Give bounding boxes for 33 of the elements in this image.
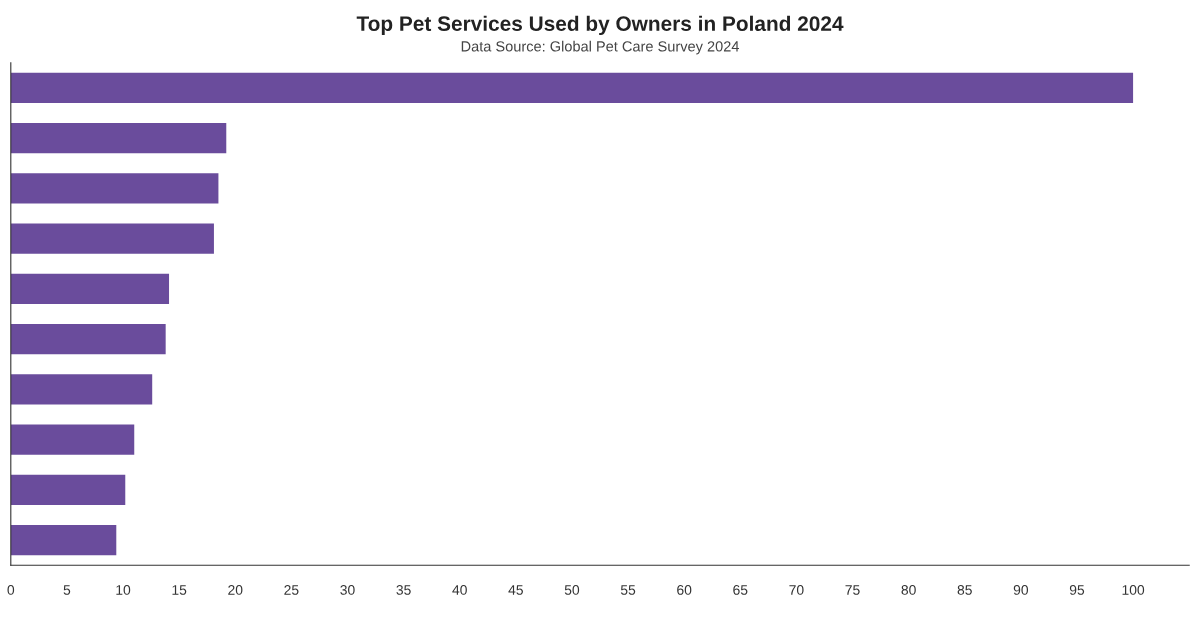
- x-tick-label: 75: [845, 585, 860, 595]
- x-tick-label: 90: [1013, 585, 1029, 595]
- bar: [10, 273, 170, 304]
- x-tick-label: 50: [564, 585, 580, 595]
- x-tick-label: 20: [228, 585, 243, 595]
- bar: [10, 474, 126, 505]
- x-tick-label: 40: [452, 585, 467, 595]
- x-tick-label: 45: [508, 585, 523, 595]
- x-tick-label: 65: [733, 585, 748, 595]
- bar: [10, 173, 219, 204]
- bar: [10, 374, 153, 405]
- x-tick-label: 35: [396, 585, 411, 595]
- x-tick-label: 15: [172, 585, 187, 595]
- x-tick-label: 10: [116, 585, 131, 595]
- x-tick-label: 100: [1122, 585, 1145, 595]
- bar: [10, 223, 214, 254]
- x-tick-label: 55: [620, 585, 636, 595]
- chart-subtitle: Data Source: Global Pet Care Survey 2024: [461, 40, 740, 55]
- x-tick-label: 5: [63, 585, 71, 595]
- x-tick-label: 30: [340, 585, 355, 595]
- chart-title: Top Pet Services Used by Owners in Poland 2024: [356, 15, 844, 36]
- x-tick-label: 0: [7, 585, 15, 595]
- x-tick-label: 85: [957, 585, 972, 595]
- bar: [10, 424, 135, 455]
- bar: [10, 324, 166, 355]
- bar: [10, 525, 117, 556]
- x-tick-label: 25: [284, 585, 299, 595]
- bar: [10, 72, 1134, 103]
- x-tick-label: 70: [789, 585, 804, 595]
- x-tick-label: 60: [677, 585, 692, 595]
- x-tick-label: 80: [901, 585, 916, 595]
- x-tick-label: 95: [1069, 585, 1085, 595]
- bar: [10, 123, 227, 154]
